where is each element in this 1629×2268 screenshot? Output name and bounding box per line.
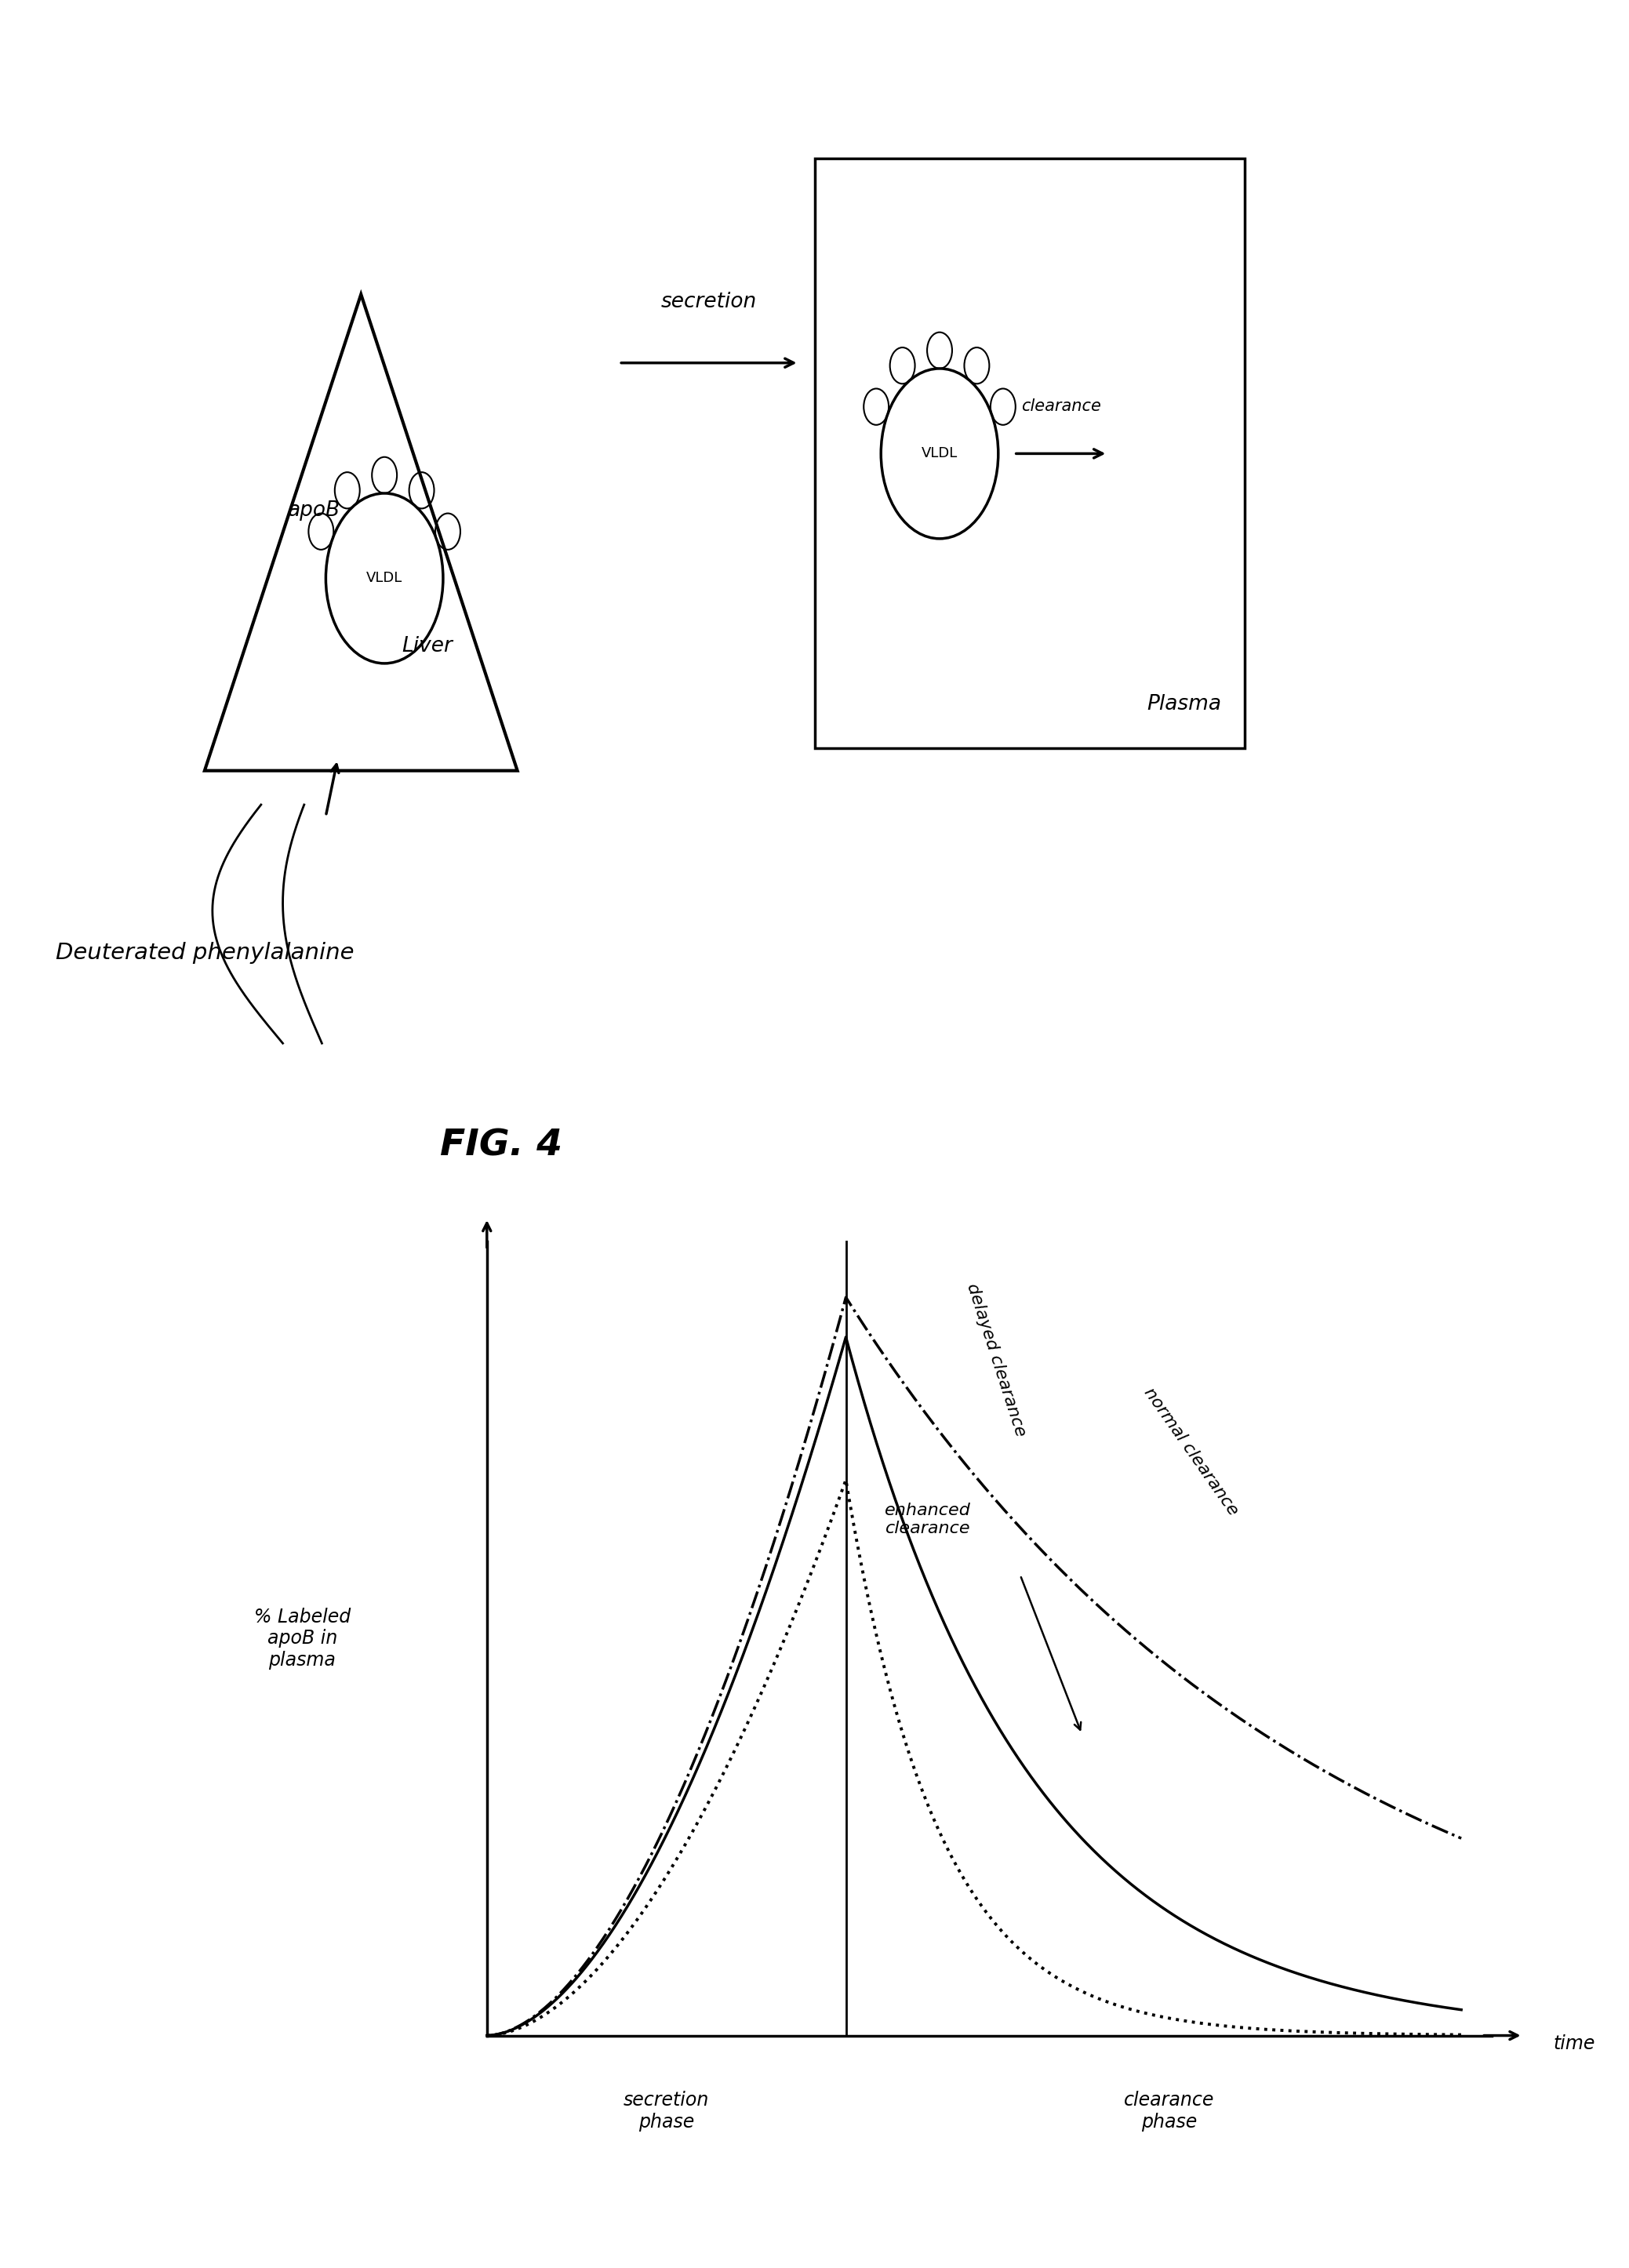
Text: enhanced
clearance: enhanced clearance (885, 1504, 971, 1535)
Text: normal clearance: normal clearance (1140, 1383, 1241, 1517)
Text: VLDL: VLDL (367, 572, 402, 585)
Text: FIG. 4: FIG. 4 (440, 1127, 562, 1163)
Text: Liver: Liver (402, 637, 453, 655)
Text: clearance
phase: clearance phase (1124, 2091, 1214, 2132)
Bar (814, 159, 1245, 748)
Text: time: time (1554, 2034, 1595, 2053)
Text: secretion: secretion (661, 293, 757, 311)
Text: VLDL: VLDL (922, 447, 958, 460)
Text: delayed clearance: delayed clearance (964, 1281, 1030, 1438)
Text: Plasma: Plasma (1147, 694, 1222, 714)
Text: apoB: apoB (288, 501, 340, 519)
Text: clearance: clearance (1021, 399, 1101, 413)
Text: secretion
phase: secretion phase (624, 2091, 709, 2132)
Text: Deuterated phenylalanine: Deuterated phenylalanine (55, 941, 355, 964)
Text: % Labeled
apoB in
plasma: % Labeled apoB in plasma (254, 1608, 350, 1669)
